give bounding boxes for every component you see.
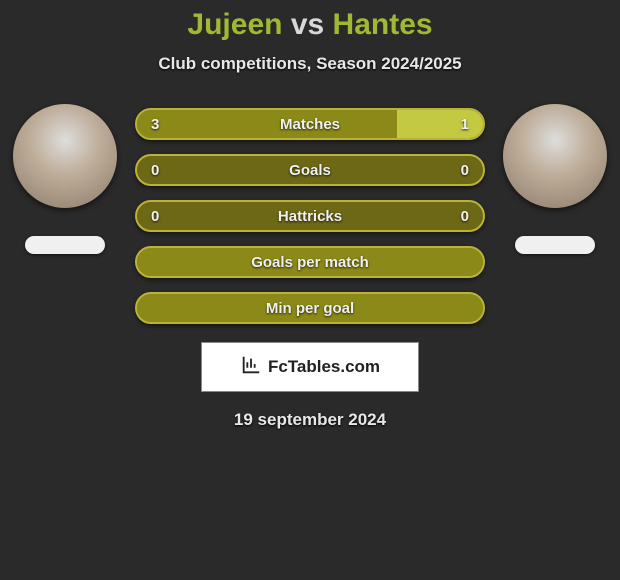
subtitle: Club competitions, Season 2024/2025 bbox=[0, 54, 620, 74]
title-player2: Hantes bbox=[333, 8, 433, 41]
stat-value-left: 3 bbox=[151, 116, 159, 133]
stat-bar: 0 Hattricks 0 bbox=[135, 200, 485, 232]
stat-value-right: 0 bbox=[461, 208, 469, 225]
comparison-body: 3 Matches 1 0 Goals 0 0 Hattricks 0 Goals per mat… bbox=[0, 104, 620, 324]
stat-value-right: 0 bbox=[461, 162, 469, 179]
logo-box: FcTables.com bbox=[201, 342, 419, 392]
title-player1: Jujeen bbox=[187, 8, 282, 41]
stat-bar: Goals per match bbox=[135, 246, 485, 278]
logo-text: FcTables.com bbox=[268, 357, 380, 377]
player2-flag bbox=[515, 236, 595, 254]
stat-label: Matches bbox=[280, 116, 340, 133]
stat-value-left: 0 bbox=[151, 162, 159, 179]
comparison-card: Jujeen vs Hantes Club competitions, Seas… bbox=[0, 0, 620, 430]
page-title: Jujeen vs Hantes bbox=[0, 8, 620, 42]
player1-side bbox=[13, 104, 117, 254]
stat-label: Goals per match bbox=[251, 254, 369, 271]
player2-avatar bbox=[503, 104, 607, 208]
stat-value-left: 0 bbox=[151, 208, 159, 225]
date: 19 september 2024 bbox=[0, 410, 620, 430]
player1-avatar bbox=[13, 104, 117, 208]
title-vs: vs bbox=[291, 8, 324, 41]
stat-label: Goals bbox=[289, 162, 331, 179]
stat-value-right: 1 bbox=[461, 116, 469, 133]
stat-bar: Min per goal bbox=[135, 292, 485, 324]
stat-label: Min per goal bbox=[266, 300, 354, 317]
stat-bar: 3 Matches 1 bbox=[135, 108, 485, 140]
stat-fill-left bbox=[137, 110, 397, 138]
stat-label: Hattricks bbox=[278, 208, 342, 225]
stat-fill-right bbox=[397, 110, 484, 138]
player2-side bbox=[503, 104, 607, 254]
player1-flag bbox=[25, 236, 105, 254]
stat-bars: 3 Matches 1 0 Goals 0 0 Hattricks 0 Goals per mat… bbox=[135, 104, 485, 324]
chart-icon bbox=[240, 354, 262, 381]
stat-bar: 0 Goals 0 bbox=[135, 154, 485, 186]
